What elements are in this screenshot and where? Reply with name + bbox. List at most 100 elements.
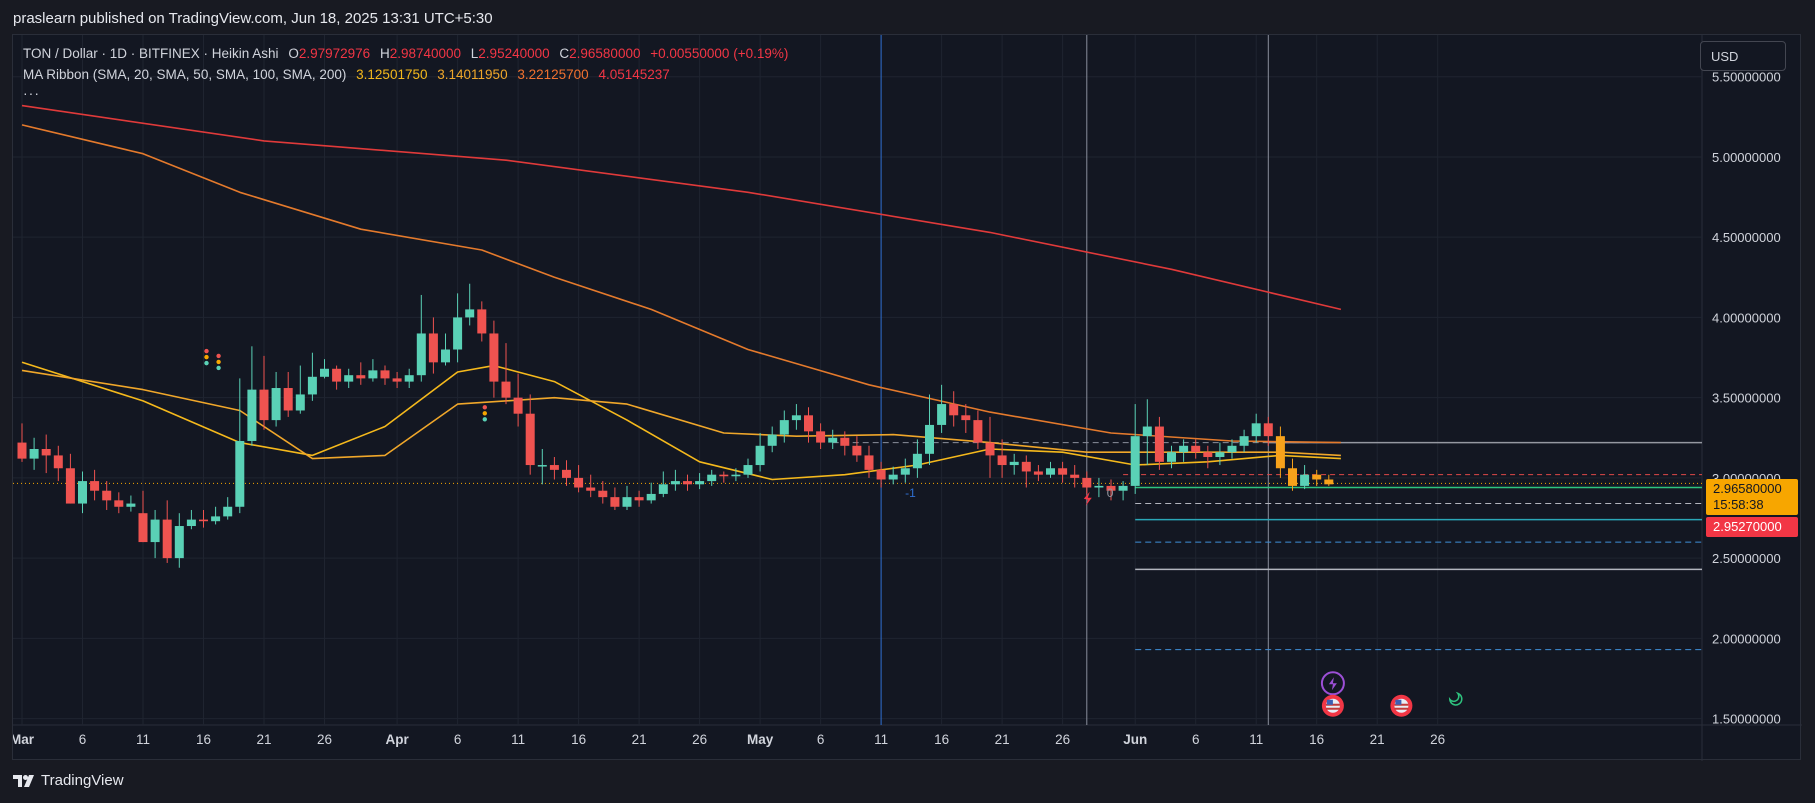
- tradingview-logo-icon: [13, 774, 34, 787]
- candle-body: [598, 490, 608, 498]
- candle: [537, 449, 547, 485]
- candle: [658, 471, 668, 498]
- signal-dot: [204, 354, 209, 360]
- candle-body: [925, 424, 934, 454]
- brand-name: TradingView: [41, 772, 124, 789]
- candle: [1046, 461, 1055, 478]
- x-tick-label: 21: [632, 732, 647, 747]
- candle-body: [392, 378, 402, 382]
- candle: [1191, 439, 1201, 459]
- candle: [1058, 461, 1068, 483]
- candle-body: [453, 317, 463, 350]
- candle-body: [586, 487, 596, 491]
- candle: [949, 391, 959, 427]
- close-label: C: [559, 46, 570, 61]
- candle: [247, 346, 257, 446]
- candle-body: [985, 442, 995, 456]
- candle-body: [646, 493, 656, 501]
- candle: [852, 436, 862, 462]
- x-tick-label: 11: [874, 732, 888, 747]
- ma20-value: 3.12501750: [356, 67, 428, 82]
- candle: [1106, 479, 1116, 501]
- signal-dot: [204, 360, 209, 366]
- ma-ribbon-title[interactable]: MA Ribbon (SMA, 20, SMA, 50, SMA, 100, S…: [23, 67, 347, 82]
- candle-body: [731, 474, 741, 477]
- candle: [610, 487, 620, 510]
- low-price-tag: 2.95270000: [1706, 517, 1798, 537]
- ma50-value: 3.14011950: [437, 67, 508, 82]
- candle: [1094, 477, 1104, 498]
- x-tick-label: Mar: [13, 732, 35, 747]
- candle: [489, 320, 499, 398]
- candle-body: [707, 474, 717, 482]
- candle-body: [1251, 423, 1261, 437]
- candle: [78, 471, 87, 514]
- candle-body: [295, 394, 305, 411]
- candle-body: [186, 519, 196, 527]
- ma-ribbon-legend[interactable]: MA Ribbon (SMA, 20, SMA, 50, SMA, 100, S…: [23, 67, 676, 82]
- candle-body: [235, 440, 245, 507]
- candle-body: [114, 500, 124, 507]
- x-tick-label: 16: [1309, 732, 1324, 747]
- candle: [997, 439, 1007, 478]
- candle-body: [779, 420, 789, 435]
- candle-body: [150, 519, 160, 543]
- symbol-title[interactable]: TON / Dollar · 1D · BITFINEX · Heikin As…: [23, 46, 279, 61]
- candle: [368, 359, 378, 382]
- candle: [646, 482, 656, 504]
- tradingview-brand[interactable]: TradingView: [13, 772, 124, 789]
- candle: [670, 469, 680, 491]
- flag-stripe: [1394, 707, 1409, 710]
- candle: [1251, 413, 1261, 443]
- candle: [804, 407, 813, 443]
- candle: [840, 431, 850, 456]
- candle-body: [1179, 445, 1189, 453]
- chart-pane[interactable]: 5.50000000 5.00000000 4.50000000 4.00000000…: [12, 34, 1802, 761]
- more-indicators-button[interactable]: ···: [23, 85, 40, 101]
- candle-body: [658, 484, 668, 494]
- candle: [622, 485, 632, 510]
- x-tick-label: 6: [817, 732, 825, 747]
- candle-body: [501, 381, 511, 398]
- candle: [816, 423, 826, 449]
- candle-body: [1106, 485, 1116, 491]
- high-label: H: [379, 46, 390, 61]
- candle-body: [1021, 461, 1031, 472]
- candle: [549, 457, 559, 480]
- bar-countdown: 15:58:38: [1713, 497, 1764, 512]
- candle-body: [465, 309, 475, 318]
- candle: [779, 410, 789, 443]
- y-tick-label: 4.00000000: [1712, 310, 1781, 325]
- symbol-legend[interactable]: TON / Dollar · 1D · BITFINEX · Heikin As…: [23, 46, 794, 61]
- candle-body: [1130, 436, 1140, 486]
- candle-body: [428, 333, 438, 363]
- candle: [876, 461, 886, 488]
- candle-body: [1118, 485, 1128, 491]
- candles-group: [17, 283, 1334, 568]
- currency-selector[interactable]: USD: [1700, 41, 1786, 71]
- candle-body: [743, 465, 753, 475]
- candle: [102, 481, 112, 510]
- candle: [356, 362, 366, 385]
- candle-body: [199, 519, 208, 522]
- candle-body: [1263, 423, 1273, 437]
- last-price-value: 2.96580000: [1713, 481, 1782, 496]
- candle: [912, 439, 922, 478]
- candle: [1070, 465, 1080, 488]
- y-tick-label: 2.50000000: [1712, 551, 1781, 566]
- x-tick-label: 6: [454, 732, 462, 747]
- candle: [1288, 458, 1297, 491]
- candle: [1312, 469, 1322, 486]
- candle: [1275, 426, 1285, 478]
- candle-body: [1203, 452, 1213, 458]
- candle: [755, 432, 765, 472]
- candle: [283, 371, 293, 417]
- x-tick-label: 26: [1430, 732, 1445, 747]
- candle-body: [17, 442, 27, 459]
- price-chart[interactable]: 5.50000000 5.00000000 4.50000000 4.00000000…: [13, 35, 1802, 761]
- candle: [114, 492, 124, 514]
- candle: [223, 497, 233, 520]
- candle-body: [973, 420, 983, 443]
- x-tick-label: 11: [136, 732, 150, 747]
- x-tick-label: 6: [79, 732, 87, 747]
